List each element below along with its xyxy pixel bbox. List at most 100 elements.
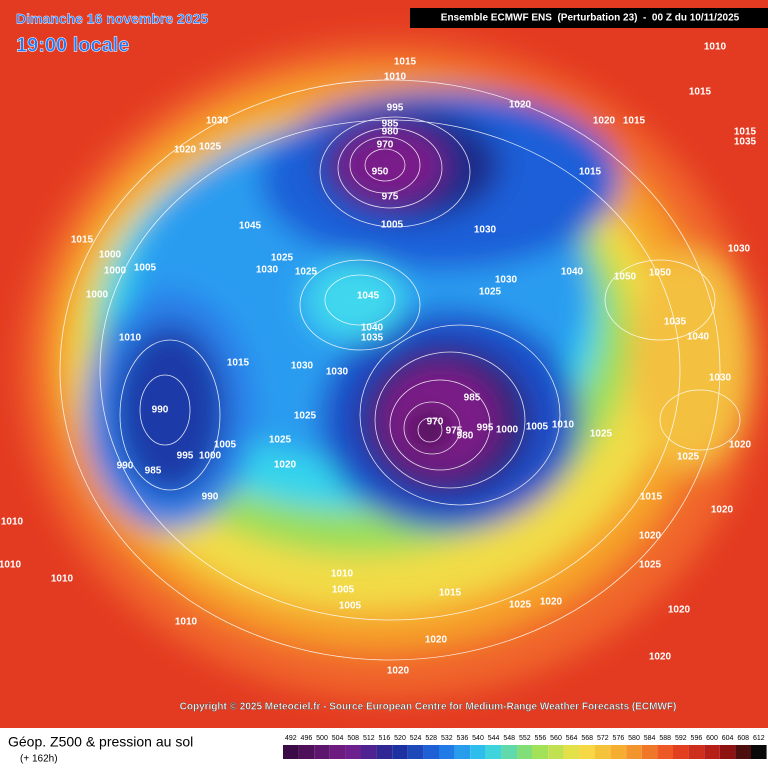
pressure-label: 1035 bbox=[734, 137, 757, 148]
scale-label: 492 bbox=[285, 735, 297, 742]
pressure-label: 1020 bbox=[711, 505, 734, 516]
pressure-label: 1000 bbox=[86, 290, 109, 301]
pressure-label: 990 bbox=[202, 492, 219, 503]
scale-swatch bbox=[314, 745, 330, 759]
pressure-label: 995 bbox=[177, 451, 194, 462]
pressure-label: 1020 bbox=[174, 145, 197, 156]
scale-label: 496 bbox=[301, 735, 313, 742]
scale-swatch bbox=[719, 745, 736, 759]
pressure-label: 1005 bbox=[526, 422, 549, 433]
pressure-label: 1020 bbox=[274, 460, 297, 471]
pressure-label: 980 bbox=[382, 127, 399, 138]
pressure-label: 1020 bbox=[729, 440, 752, 451]
pressure-label: 1005 bbox=[134, 263, 157, 274]
pressure-label: 1050 bbox=[614, 272, 637, 283]
scale-swatch bbox=[361, 745, 377, 759]
pressure-label: 1010 bbox=[0, 560, 22, 571]
scale-swatch bbox=[704, 745, 720, 759]
pressure-label: 1005 bbox=[214, 440, 237, 451]
pressure-label: 1010 bbox=[175, 617, 198, 628]
scale-label: 580 bbox=[628, 735, 640, 742]
pressure-label: 985 bbox=[145, 466, 162, 477]
pressure-label: 1030 bbox=[495, 275, 518, 286]
scale-swatch bbox=[329, 745, 346, 759]
pressure-label: 1020 bbox=[639, 531, 662, 542]
model-box bbox=[410, 8, 768, 28]
scale-label: 556 bbox=[535, 735, 547, 742]
pressure-label: 1000 bbox=[99, 250, 122, 261]
copyright: Copyright © 2025 Meteociel.fr - Source E… bbox=[180, 702, 677, 713]
pressure-label: 1030 bbox=[326, 367, 349, 378]
scale-swatch bbox=[751, 745, 767, 759]
pressure-label: 1040 bbox=[687, 332, 710, 343]
pressure-label: 970 bbox=[377, 140, 394, 151]
pressure-label: 990 bbox=[152, 405, 169, 416]
pressure-label: 1030 bbox=[474, 225, 497, 236]
pressure-label: 1015 bbox=[689, 87, 712, 98]
scale-label: 608 bbox=[737, 735, 749, 742]
model: Ensemble ECMWF ENS (Perturbation 23) - 0… bbox=[441, 13, 740, 24]
pressure-label: 1020 bbox=[509, 100, 532, 111]
scale-swatch bbox=[688, 745, 705, 759]
isobars bbox=[59, 79, 741, 661]
pressure-label: 970 bbox=[427, 417, 444, 428]
pressure-label: 1020 bbox=[649, 652, 672, 663]
pressure-label: 1045 bbox=[357, 291, 380, 302]
pressure-label: 1025 bbox=[639, 560, 662, 571]
scale-swatch bbox=[423, 745, 439, 759]
pressure-label: 1015 bbox=[71, 235, 94, 246]
pressure-label: 1025 bbox=[295, 267, 318, 278]
pressure-label: 1010 bbox=[119, 333, 142, 344]
date: Dimanche 16 novembre 2025 bbox=[16, 11, 208, 27]
pressure-label: 1030 bbox=[709, 373, 732, 384]
pressure-label: 975 bbox=[382, 192, 399, 203]
scale-swatch bbox=[548, 745, 564, 759]
pressure-label: 1040 bbox=[561, 267, 584, 278]
scale-label: 508 bbox=[347, 735, 359, 742]
pressure-label: 1010 bbox=[384, 72, 407, 83]
pressure-label: 1035 bbox=[664, 317, 687, 328]
pressure-label: 1005 bbox=[339, 601, 362, 612]
pressure-label: 1005 bbox=[381, 220, 404, 231]
pressure-label: 1015 bbox=[439, 588, 462, 599]
scale-swatch bbox=[501, 745, 517, 759]
pressure-label: 1015 bbox=[623, 116, 646, 127]
scale-label: 540 bbox=[472, 735, 484, 742]
pressure-label: 1030 bbox=[206, 116, 229, 127]
pressure-label: 1015 bbox=[394, 57, 417, 68]
pressure-label: 1000 bbox=[199, 451, 222, 462]
pressure-label: 995 bbox=[477, 423, 494, 434]
scale-label: 532 bbox=[441, 735, 453, 742]
scale-swatch bbox=[673, 745, 689, 759]
pressure-label: 1030 bbox=[256, 265, 279, 276]
pressure-label: 1005 bbox=[332, 585, 355, 596]
scale-swatch bbox=[641, 745, 658, 759]
scale-label: 544 bbox=[488, 735, 500, 742]
pressure-label: 950 bbox=[372, 167, 389, 178]
scale-label: 524 bbox=[410, 735, 422, 742]
pressure-label: 1010 bbox=[51, 574, 74, 585]
scale-swatch bbox=[579, 745, 595, 759]
pressure-label: 1000 bbox=[104, 266, 127, 277]
scale-swatch bbox=[563, 745, 580, 759]
scale-label: 500 bbox=[316, 735, 328, 742]
pressure-label: 975 bbox=[446, 426, 463, 437]
scale-label: 516 bbox=[379, 735, 391, 742]
scale-label: 512 bbox=[363, 735, 375, 742]
pressure-label: 1040 bbox=[361, 323, 384, 334]
pressure-label: 1025 bbox=[479, 287, 502, 298]
pressure-label: 995 bbox=[387, 103, 404, 114]
pressure-label: 1025 bbox=[199, 142, 222, 153]
scale-swatch bbox=[532, 745, 549, 759]
pressure-label: 1010 bbox=[331, 569, 354, 580]
scale-label: 592 bbox=[675, 735, 687, 742]
scale-label: 520 bbox=[394, 735, 406, 742]
lead-time: (+ 162h) bbox=[20, 754, 58, 765]
pressure-label: 1020 bbox=[540, 597, 563, 608]
scale-label: 604 bbox=[722, 735, 734, 742]
scale-label: 584 bbox=[644, 735, 656, 742]
pressure-label: 1035 bbox=[361, 333, 384, 344]
pressure-label: 1000 bbox=[496, 425, 519, 436]
pressure-label: 1020 bbox=[425, 635, 448, 646]
scale-swatch bbox=[735, 745, 751, 759]
